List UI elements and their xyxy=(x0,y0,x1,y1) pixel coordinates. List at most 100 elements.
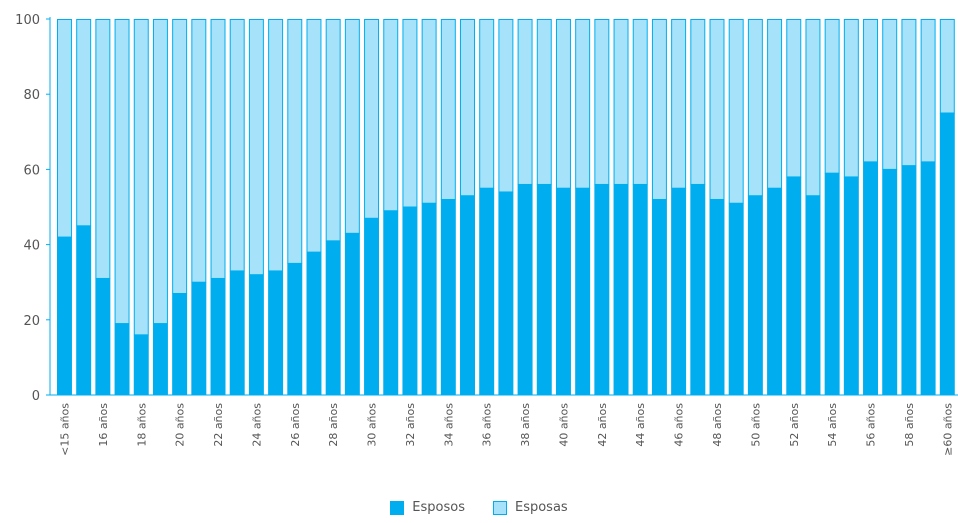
bar-esposas xyxy=(498,19,514,193)
legend-label-esposas: Esposas xyxy=(514,500,568,515)
x-tick-label: 30 años xyxy=(366,403,379,447)
x-tick-label: 40 años xyxy=(557,403,570,447)
bar-esposas xyxy=(555,19,571,189)
bar-esposas xyxy=(901,19,917,167)
x-tick-label: 46 años xyxy=(673,403,686,447)
bar-esposos xyxy=(575,188,591,395)
bar-esposas xyxy=(479,19,495,189)
bar-esposos xyxy=(76,225,92,395)
bar-esposas xyxy=(939,19,955,114)
bar-esposas xyxy=(248,19,264,276)
bar-esposas xyxy=(863,19,879,163)
x-tick-label: 36 años xyxy=(481,403,494,447)
x-tick-label: 34 años xyxy=(442,403,455,447)
bar-esposos xyxy=(843,176,859,395)
bar-esposas xyxy=(229,19,245,272)
bar-esposos xyxy=(440,199,456,395)
bar-esposos xyxy=(805,195,821,395)
bar-esposos xyxy=(594,184,610,395)
bar-esposas xyxy=(421,19,437,204)
bar-esposas xyxy=(133,19,149,336)
bar-esposos xyxy=(536,184,552,395)
bar-esposos xyxy=(287,263,303,395)
x-tick-label: 18 años xyxy=(135,403,148,447)
bar-esposos xyxy=(613,184,629,395)
bar-esposas xyxy=(728,19,744,204)
bar-esposos xyxy=(728,203,744,395)
y-axis: 0 20 40 60 80 100 xyxy=(15,13,51,404)
bar-esposas xyxy=(364,19,380,219)
bar-esposos xyxy=(555,188,571,395)
bar-esposos xyxy=(863,161,879,395)
y-tick-label: 20 xyxy=(23,314,40,329)
y-tick-label: 0 xyxy=(32,389,40,404)
bar-esposos xyxy=(95,278,111,395)
bar-esposos xyxy=(268,270,284,395)
y-tick-label: 100 xyxy=(15,13,40,28)
x-tick-label: 50 años xyxy=(749,403,762,447)
bar-esposos xyxy=(824,173,840,395)
bar-esposas xyxy=(287,19,303,264)
x-tick-label: ≥60 años xyxy=(941,403,954,456)
bar-esposas xyxy=(383,19,399,212)
legend: Esposos Esposas xyxy=(0,500,958,515)
bar-esposas xyxy=(843,19,859,178)
bar-esposos xyxy=(690,184,706,395)
bar-esposas xyxy=(824,19,840,174)
bar-esposos xyxy=(671,188,687,395)
bar-esposos xyxy=(421,203,437,395)
bar-esposas xyxy=(344,19,360,234)
bar-esposas xyxy=(76,19,92,227)
bar-esposas xyxy=(210,19,226,279)
bar-esposas xyxy=(882,19,898,170)
bar-esposas xyxy=(709,19,725,200)
bar-esposos xyxy=(152,323,168,395)
bar-esposos xyxy=(325,240,341,395)
x-tick-label: 58 años xyxy=(903,403,916,447)
x-tick-label: 28 años xyxy=(327,403,340,447)
bar-esposos xyxy=(191,282,207,395)
bars-layer xyxy=(57,19,955,395)
bar-esposas xyxy=(651,19,667,200)
bar-esposas xyxy=(268,19,284,272)
bar-esposas xyxy=(805,19,821,197)
x-tick-label: 44 años xyxy=(634,403,647,447)
bar-esposos xyxy=(210,278,226,395)
x-tick-label: 48 años xyxy=(711,403,724,447)
bar-esposas xyxy=(517,19,533,185)
bar-esposos xyxy=(133,334,149,395)
x-tick-label: 26 años xyxy=(289,403,302,447)
bar-esposas xyxy=(172,19,188,294)
bar-esposos xyxy=(172,293,188,395)
legend-label-esposos: Esposos xyxy=(412,500,465,515)
bar-esposas xyxy=(575,19,591,189)
x-axis: <15 años 16 años 18 años 20 años 22 años 24 a… xyxy=(50,394,958,456)
x-tick-label: 20 años xyxy=(174,403,187,447)
bar-esposas xyxy=(671,19,687,189)
bar-esposos xyxy=(517,184,533,395)
y-tick-label: 60 xyxy=(23,163,40,178)
x-tick-label: 24 años xyxy=(250,403,263,447)
bar-esposos xyxy=(344,233,360,395)
x-tick-label: 52 años xyxy=(788,403,801,447)
bar-esposas xyxy=(594,19,610,185)
bar-esposos xyxy=(747,195,763,395)
bar-esposos xyxy=(920,161,936,395)
bar-esposas xyxy=(767,19,783,189)
bar-esposas xyxy=(114,19,130,325)
bar-esposas xyxy=(747,19,763,197)
y-tick-label: 40 xyxy=(23,239,40,254)
bar-esposas xyxy=(632,19,648,185)
x-tick-label: 56 años xyxy=(865,403,878,447)
bar-esposas xyxy=(95,19,111,279)
x-tick-label: 32 años xyxy=(404,403,417,447)
stacked-bar-chart: 0 20 40 60 80 100 <15 años 16 años 18 años 20 añ… xyxy=(15,13,958,456)
y-tick-label: 80 xyxy=(23,88,40,103)
legend-item-esposos: Esposos xyxy=(390,500,465,515)
bar-esposas xyxy=(152,19,168,325)
bar-esposos xyxy=(767,188,783,395)
bar-esposas xyxy=(690,19,706,185)
bar-esposas xyxy=(325,19,341,242)
bar-esposas xyxy=(402,19,418,208)
